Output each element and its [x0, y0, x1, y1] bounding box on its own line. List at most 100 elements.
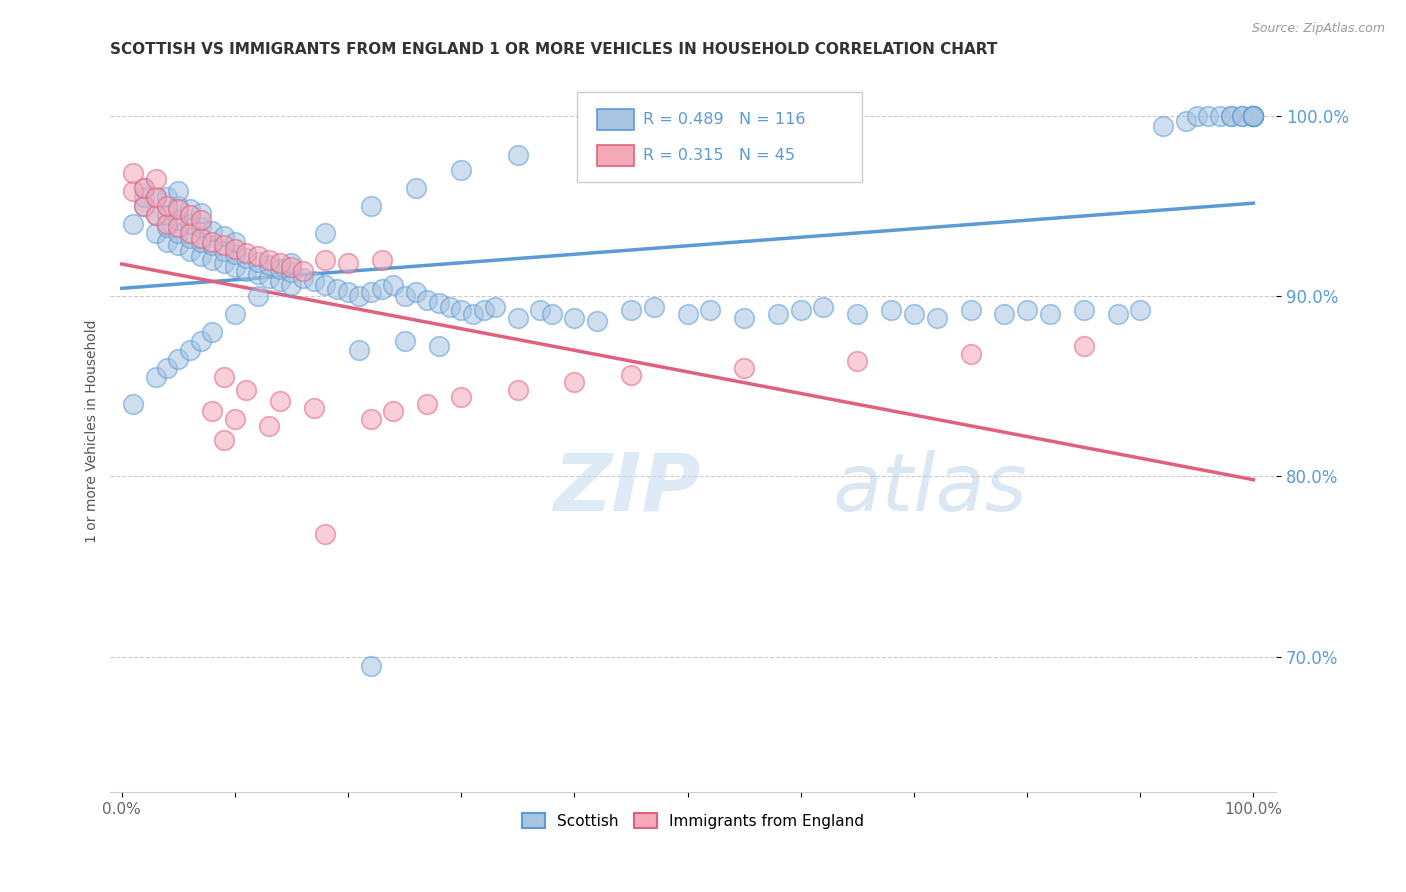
Legend: Scottish, Immigrants from England: Scottish, Immigrants from England [516, 806, 870, 835]
Point [156, 208, 179, 222]
Point [235, 383, 257, 397]
Point [246, 289, 269, 303]
Point [280, 278, 302, 293]
Point [280, 260, 302, 274]
Point [134, 180, 156, 194]
Point [122, 217, 145, 231]
Point [167, 220, 190, 235]
Text: R = 0.315   N = 45: R = 0.315 N = 45 [643, 148, 796, 163]
Point [167, 238, 190, 252]
Point [699, 303, 721, 318]
Point [1230, 109, 1253, 123]
Point [506, 310, 529, 325]
Point [212, 256, 235, 270]
Point [167, 199, 190, 213]
Point [326, 282, 349, 296]
Point [257, 271, 280, 285]
Point [427, 296, 450, 310]
Point [257, 418, 280, 433]
Point [484, 300, 506, 314]
Point [167, 202, 190, 217]
Point [201, 235, 224, 249]
Point [959, 346, 981, 360]
Point [439, 300, 461, 314]
Point [122, 166, 145, 180]
Point [212, 434, 235, 448]
Point [145, 190, 167, 204]
Point [450, 390, 472, 404]
Point [156, 235, 179, 249]
Point [201, 224, 224, 238]
Point [349, 343, 371, 357]
Point [1243, 109, 1265, 123]
Point [903, 307, 925, 321]
Point [134, 199, 156, 213]
Point [246, 267, 269, 281]
Point [145, 226, 167, 240]
Point [766, 307, 789, 321]
Text: SCOTTISH VS IMMIGRANTS FROM ENGLAND 1 OR MORE VEHICLES IN HOUSEHOLD CORRELATION : SCOTTISH VS IMMIGRANTS FROM ENGLAND 1 OR… [111, 42, 998, 57]
Point [302, 275, 325, 289]
Point [360, 411, 382, 425]
Point [224, 235, 246, 249]
Point [1243, 109, 1265, 123]
Point [337, 285, 360, 300]
Point [280, 265, 302, 279]
Point [1197, 109, 1219, 123]
Point [959, 303, 981, 318]
Point [190, 206, 212, 220]
Point [291, 263, 314, 277]
Point [1243, 109, 1265, 123]
Point [416, 397, 439, 411]
Point [1174, 114, 1197, 128]
Point [1039, 307, 1062, 321]
Point [201, 252, 224, 267]
Point [314, 527, 336, 541]
Point [302, 401, 325, 415]
Bar [596, 109, 634, 130]
Point [461, 307, 484, 321]
Point [201, 404, 224, 418]
Point [291, 271, 314, 285]
Point [529, 303, 551, 318]
Point [360, 285, 382, 300]
Point [1208, 109, 1230, 123]
Point [179, 217, 201, 231]
Point [190, 220, 212, 235]
Point [190, 334, 212, 348]
Point [280, 256, 302, 270]
Point [993, 307, 1015, 321]
Point [360, 658, 382, 673]
Point [405, 180, 427, 194]
Point [201, 238, 224, 252]
Point [224, 307, 246, 321]
Bar [596, 145, 634, 167]
Point [145, 208, 167, 222]
Point [269, 393, 291, 408]
Point [360, 199, 382, 213]
Point [620, 303, 643, 318]
Point [382, 404, 405, 418]
Point [167, 352, 190, 367]
Point [145, 190, 167, 204]
Point [1017, 303, 1039, 318]
Point [235, 251, 257, 265]
Point [1152, 120, 1174, 134]
Point [472, 303, 495, 318]
Point [257, 252, 280, 267]
Point [190, 231, 212, 245]
Point [179, 231, 201, 245]
Point [1073, 339, 1095, 353]
Text: ZIP: ZIP [554, 450, 700, 528]
Text: R = 0.489   N = 116: R = 0.489 N = 116 [643, 112, 806, 127]
Point [224, 247, 246, 261]
Point [190, 213, 212, 227]
Point [450, 303, 472, 318]
Point [235, 263, 257, 277]
Point [1107, 307, 1129, 321]
Point [212, 244, 235, 258]
Point [846, 354, 869, 368]
Text: atlas: atlas [834, 450, 1028, 528]
Point [1243, 109, 1265, 123]
Point [620, 368, 643, 383]
